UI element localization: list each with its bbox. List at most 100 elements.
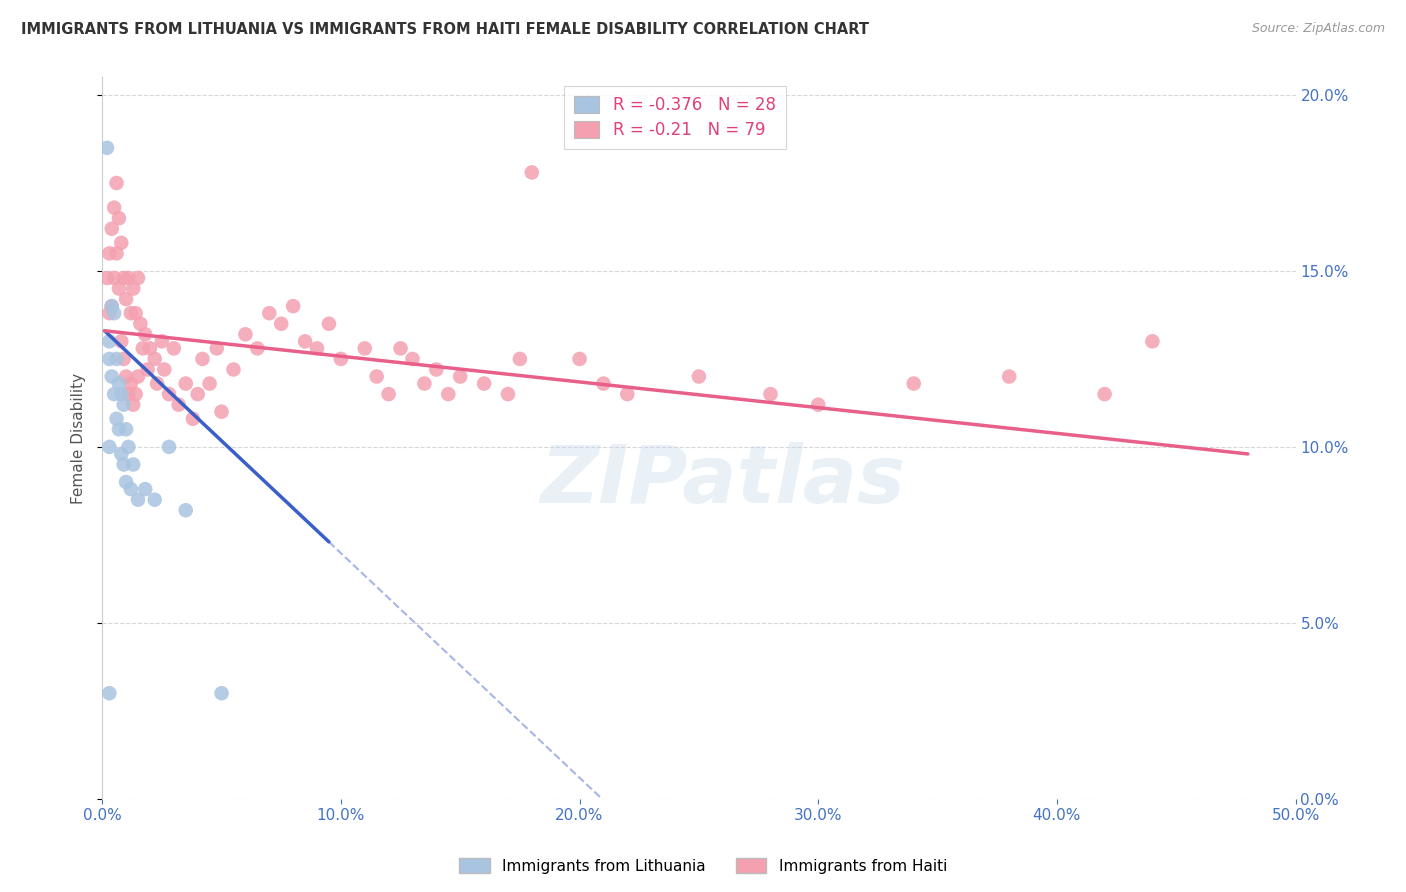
- Point: [174, 503, 197, 517]
- Point: [198, 376, 221, 391]
- Point: [157, 440, 180, 454]
- Point: [98, 246, 121, 260]
- Point: [105, 411, 128, 425]
- Point: [105, 246, 128, 260]
- Point: [305, 342, 328, 356]
- Point: [1142, 334, 1164, 349]
- Point: [616, 387, 638, 401]
- Point: [270, 317, 292, 331]
- Point: [520, 165, 543, 179]
- Point: [139, 342, 162, 356]
- Point: [103, 201, 125, 215]
- Point: [509, 351, 531, 366]
- Point: [122, 398, 145, 412]
- Point: [98, 440, 121, 454]
- Point: [115, 292, 138, 306]
- Point: [318, 317, 340, 331]
- Point: [100, 299, 122, 313]
- Point: [136, 362, 159, 376]
- Legend: Immigrants from Lithuania, Immigrants from Haiti: Immigrants from Lithuania, Immigrants fr…: [453, 852, 953, 880]
- Point: [132, 342, 155, 356]
- Point: [294, 334, 316, 349]
- Point: [235, 327, 257, 342]
- Point: [100, 221, 122, 235]
- Point: [807, 398, 830, 412]
- Point: [688, 369, 710, 384]
- Point: [100, 369, 122, 384]
- Point: [115, 369, 138, 384]
- Point: [157, 387, 180, 401]
- Point: [146, 376, 169, 391]
- Point: [103, 387, 125, 401]
- Point: [124, 387, 146, 401]
- Point: [127, 271, 149, 285]
- Point: [117, 271, 139, 285]
- Point: [110, 387, 132, 401]
- Point: [112, 351, 135, 366]
- Point: [108, 422, 131, 436]
- Point: [134, 482, 156, 496]
- Point: [222, 362, 245, 376]
- Point: [110, 447, 132, 461]
- Point: [115, 422, 138, 436]
- Point: [120, 306, 142, 320]
- Point: [437, 387, 460, 401]
- Point: [401, 351, 423, 366]
- Point: [246, 342, 269, 356]
- Point: [150, 334, 173, 349]
- Text: ZIPatlas: ZIPatlas: [540, 442, 905, 520]
- Point: [174, 376, 197, 391]
- Point: [153, 362, 176, 376]
- Point: [105, 176, 128, 190]
- Point: [124, 306, 146, 320]
- Point: [117, 387, 139, 401]
- Point: [98, 686, 121, 700]
- Point: [105, 351, 128, 366]
- Point: [1094, 387, 1116, 401]
- Point: [115, 475, 138, 489]
- Point: [98, 306, 121, 320]
- Point: [96, 141, 118, 155]
- Point: [110, 334, 132, 349]
- Text: IMMIGRANTS FROM LITHUANIA VS IMMIGRANTS FROM HAITI FEMALE DISABILITY CORRELATION: IMMIGRANTS FROM LITHUANIA VS IMMIGRANTS …: [21, 22, 869, 37]
- Legend: R = -0.376   N = 28, R = -0.21   N = 79: R = -0.376 N = 28, R = -0.21 N = 79: [564, 86, 786, 149]
- Point: [117, 440, 139, 454]
- Point: [449, 369, 471, 384]
- Point: [129, 317, 152, 331]
- Point: [134, 327, 156, 342]
- Point: [110, 235, 132, 250]
- Point: [100, 299, 122, 313]
- Point: [211, 686, 233, 700]
- Point: [103, 271, 125, 285]
- Point: [903, 376, 925, 391]
- Point: [127, 369, 149, 384]
- Point: [259, 306, 281, 320]
- Point: [211, 405, 233, 419]
- Point: [122, 281, 145, 295]
- Point: [112, 458, 135, 472]
- Point: [103, 306, 125, 320]
- Y-axis label: Female Disability: Female Disability: [72, 373, 86, 504]
- Point: [120, 482, 142, 496]
- Point: [472, 376, 495, 391]
- Point: [353, 342, 375, 356]
- Point: [187, 387, 209, 401]
- Point: [998, 369, 1021, 384]
- Point: [108, 211, 131, 226]
- Point: [759, 387, 782, 401]
- Point: [96, 271, 118, 285]
- Point: [143, 351, 166, 366]
- Point: [283, 299, 305, 313]
- Point: [143, 492, 166, 507]
- Point: [425, 362, 447, 376]
- Point: [167, 398, 190, 412]
- Point: [112, 398, 135, 412]
- Point: [191, 351, 214, 366]
- Point: [98, 351, 121, 366]
- Point: [108, 281, 131, 295]
- Point: [163, 342, 186, 356]
- Point: [568, 351, 591, 366]
- Point: [592, 376, 614, 391]
- Point: [329, 351, 352, 366]
- Point: [181, 411, 204, 425]
